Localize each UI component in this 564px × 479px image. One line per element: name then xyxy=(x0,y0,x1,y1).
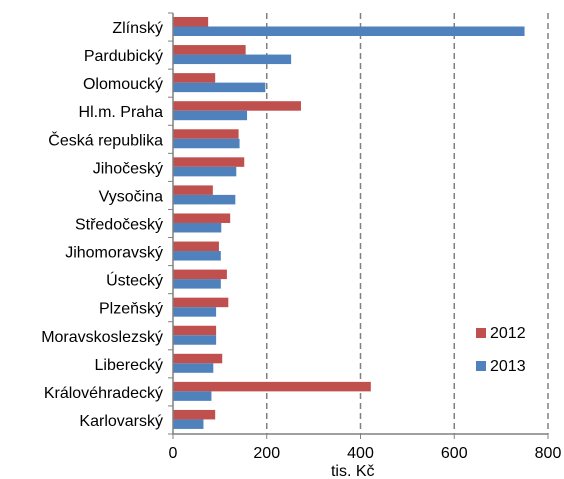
category-label: Královéhradecký xyxy=(44,385,163,402)
bar-2012 xyxy=(173,409,216,420)
bar-2013 xyxy=(173,166,237,177)
x-tick-label: 0 xyxy=(169,445,178,462)
bar-2012 xyxy=(173,381,371,392)
bar-2013 xyxy=(173,110,248,121)
x-axis-title: tis. Kč xyxy=(331,463,375,479)
tick-labels: 0 200 400 600 800 xyxy=(169,445,562,462)
category-label: Karlovarský xyxy=(79,413,163,430)
bars xyxy=(173,17,525,429)
legend-label-2013: 2013 xyxy=(490,358,526,375)
bar-2013 xyxy=(173,222,222,233)
bar-2013 xyxy=(173,363,214,373)
category-label: Plzeňský xyxy=(99,301,163,318)
x-tick-label: 200 xyxy=(253,445,280,462)
category-label: Hl.m. Praha xyxy=(79,104,164,121)
category-label: Středočeský xyxy=(75,217,163,234)
bar-2013 xyxy=(173,138,240,149)
bar-2013 xyxy=(173,391,212,401)
category-label: Zlínský xyxy=(112,20,163,37)
category-label: Moravskoslezský xyxy=(41,329,163,346)
bar-2013 xyxy=(173,307,217,317)
bar-2013 xyxy=(173,54,292,65)
category-label: Olomoucký xyxy=(83,76,163,93)
bar-2013 xyxy=(173,335,217,345)
bar-2012 xyxy=(173,73,216,83)
axes xyxy=(168,12,549,439)
bar-2012 xyxy=(173,45,246,55)
category-label: Jihočeský xyxy=(93,160,163,177)
bar-2012 xyxy=(173,269,227,280)
bar-2012 xyxy=(173,297,229,308)
bar-2013 xyxy=(173,26,525,36)
bar-2013 xyxy=(173,194,236,205)
category-label: Liberecký xyxy=(95,357,163,374)
bar-2013 xyxy=(173,82,266,93)
bar-2012 xyxy=(173,101,301,111)
bar-2012 xyxy=(173,353,223,364)
bar-2012 xyxy=(173,241,219,252)
bar-2012 xyxy=(173,129,239,139)
x-tick-label: 400 xyxy=(347,445,374,462)
legend: 2012 2013 xyxy=(476,325,526,375)
bar-2012 xyxy=(173,325,217,336)
category-label: Ústecký xyxy=(106,271,163,290)
category-labels: Zlínský Pardubický Olomoucký Hl.m. Praha Čes… xyxy=(41,20,163,430)
category-label: Vysočina xyxy=(99,188,163,205)
category-label: Česká republika xyxy=(48,130,163,149)
legend-swatch-2012 xyxy=(476,328,486,338)
bar-2013 xyxy=(173,419,204,429)
bar-2012 xyxy=(173,17,209,27)
bar-2012 xyxy=(173,213,231,223)
x-tick-label: 600 xyxy=(441,445,468,462)
legend-swatch-2013 xyxy=(476,361,486,371)
bar-2012 xyxy=(173,157,245,167)
category-label: Jihomoravský xyxy=(65,245,163,262)
x-tick-label: 800 xyxy=(535,445,562,462)
gridlines xyxy=(266,13,549,434)
bar-2012 xyxy=(173,185,213,195)
category-label: Pardubický xyxy=(84,48,163,65)
legend-label-2012: 2012 xyxy=(490,325,526,342)
bar-2013 xyxy=(173,279,221,289)
bar-2013 xyxy=(173,251,221,261)
